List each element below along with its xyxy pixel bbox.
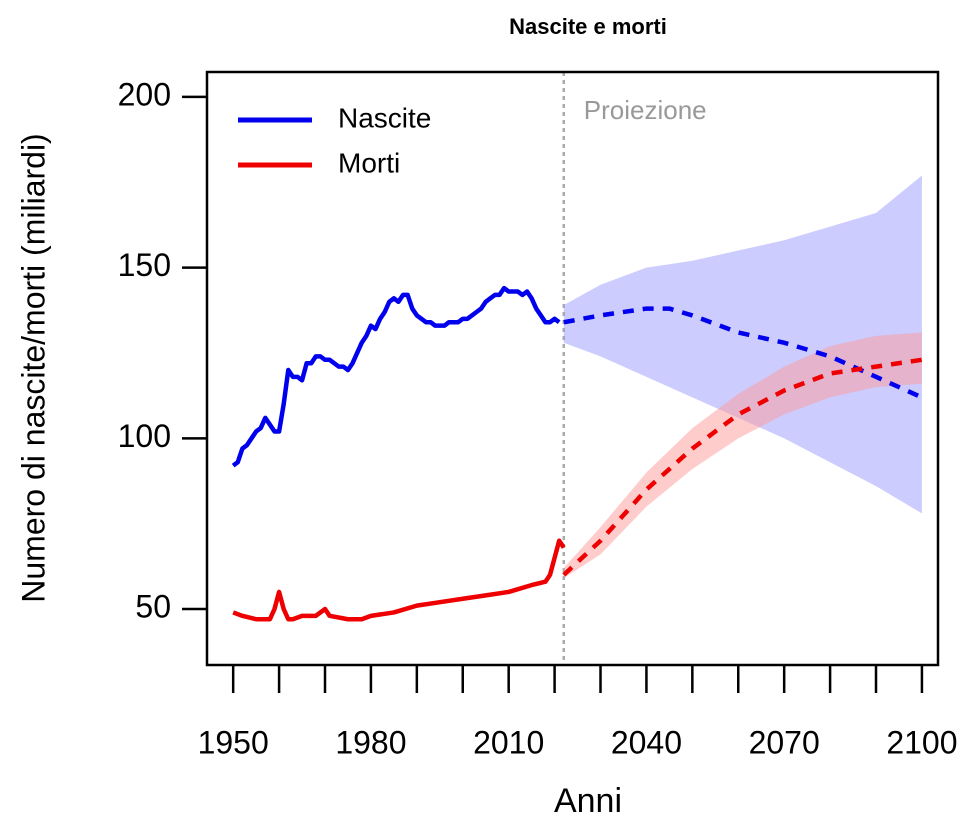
x-tick-label: 2040 [611, 724, 682, 760]
x-tick-label: 2100 [886, 724, 957, 760]
history-line [232, 538, 566, 622]
history-line [231, 285, 561, 468]
x-tick-label: 1980 [335, 724, 406, 760]
legend-label: Morti [338, 147, 400, 178]
y-tick-label: 200 [118, 76, 171, 112]
x-tick-label: 2010 [473, 724, 544, 760]
x-tick-label: 1950 [198, 724, 269, 760]
projection-band [563, 332, 922, 579]
x-axis-label: Anni [554, 782, 622, 820]
y-axis-label: Numero di nascite/morti (miliardi) [15, 133, 51, 602]
projection-line [563, 306, 923, 400]
projection-line [562, 357, 923, 577]
projection-band [563, 175, 922, 514]
y-tick-label: 50 [135, 588, 171, 624]
y-tick-label: 100 [118, 418, 171, 454]
legend-label: Nascite [338, 102, 431, 133]
chart-title: Nascite e morti [509, 14, 667, 39]
y-tick-label: 150 [118, 247, 171, 283]
annotation: Proiezione [584, 95, 707, 125]
x-tick-label: 2070 [749, 724, 820, 760]
plot-frame [205, 70, 940, 667]
